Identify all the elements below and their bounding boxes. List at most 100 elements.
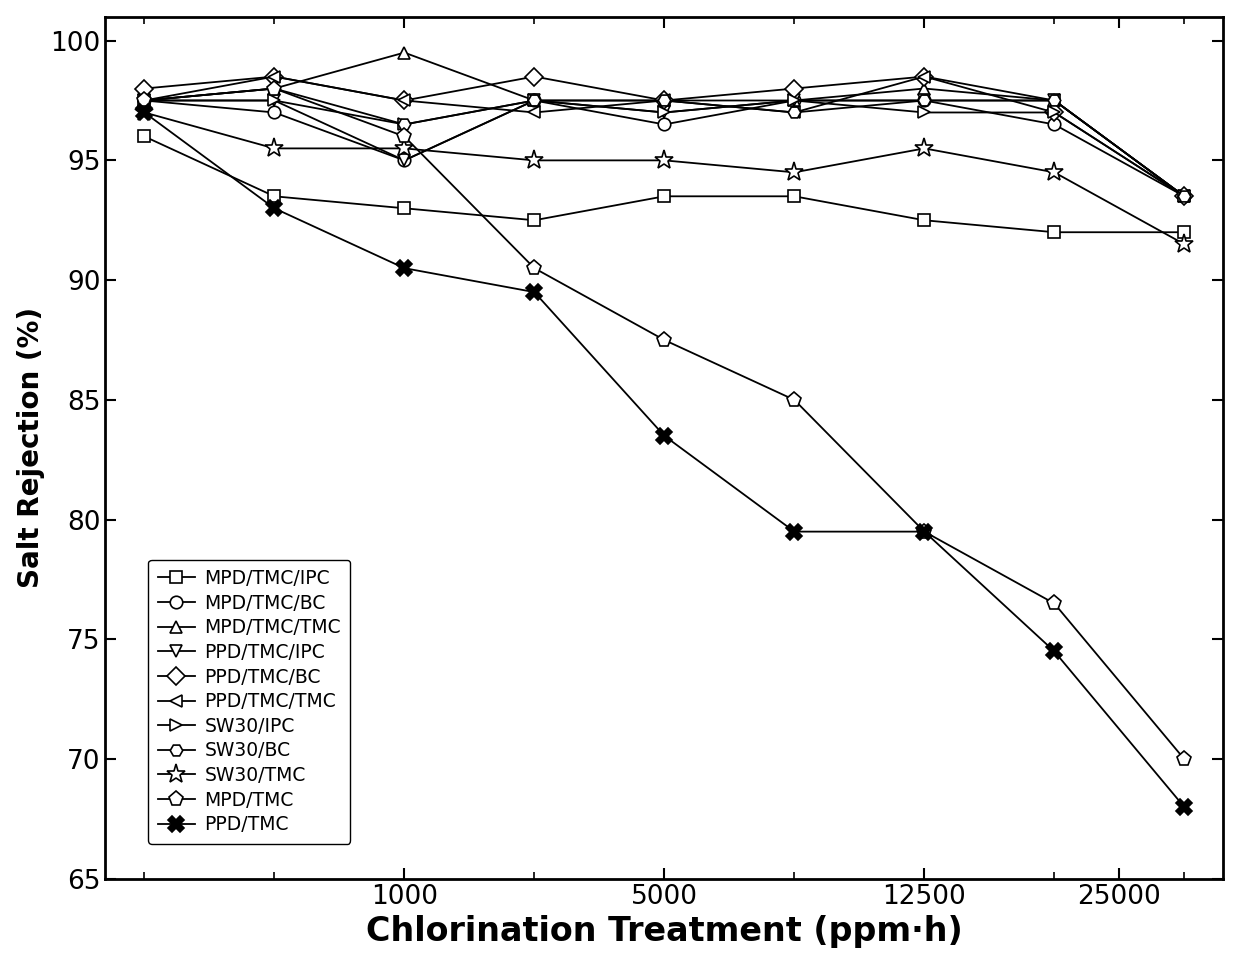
MPD/TMC/BC — [787, 95, 802, 106]
PPD/TMC/TMC — [397, 95, 412, 106]
SW30/BC — [1177, 190, 1192, 202]
PPD/TMC/IPC — [1047, 95, 1061, 106]
PPD/TMC/BC — [657, 95, 672, 106]
MPD/TMC/TMC — [397, 47, 412, 59]
SW30/TMC — [136, 107, 151, 119]
MPD/TMC/IPC — [657, 190, 672, 202]
Line: MPD/TMC/IPC: MPD/TMC/IPC — [138, 130, 1190, 238]
PPD/TMC/TMC — [1177, 190, 1192, 202]
MPD/TMC — [787, 394, 802, 405]
SW30/IPC — [136, 95, 151, 106]
Legend: MPD/TMC/IPC, MPD/TMC/BC, MPD/TMC/TMC, PPD/TMC/IPC, PPD/TMC/BC, PPD/TMC/TMC, SW30: MPD/TMC/IPC, MPD/TMC/BC, MPD/TMC/TMC, PP… — [149, 560, 351, 843]
MPD/TMC/IPC — [916, 214, 931, 226]
SW30/TMC — [397, 143, 412, 154]
SW30/TMC — [527, 154, 542, 166]
MPD/TMC/BC — [657, 119, 672, 130]
Line: PPD/TMC/BC: PPD/TMC/BC — [138, 70, 1190, 203]
MPD/TMC/TMC — [657, 95, 672, 106]
PPD/TMC/TMC — [1047, 95, 1061, 106]
MPD/TMC/IPC — [787, 190, 802, 202]
PPD/TMC/TMC — [657, 95, 672, 106]
MPD/TMC/IPC — [397, 203, 412, 214]
SW30/BC — [1047, 95, 1061, 106]
MPD/TMC/TMC — [1047, 95, 1061, 106]
MPD/TMC/TMC — [787, 95, 802, 106]
SW30/TMC — [657, 154, 672, 166]
PPD/TMC/BC — [1177, 190, 1192, 202]
MPD/TMC/TMC — [267, 83, 281, 95]
SW30/IPC — [916, 107, 931, 119]
PPD/TMC/TMC — [787, 107, 802, 119]
SW30/IPC — [527, 95, 542, 106]
PPD/TMC — [1177, 801, 1192, 813]
PPD/TMC — [527, 287, 542, 298]
PPD/TMC/IPC — [916, 95, 931, 106]
SW30/IPC — [1047, 107, 1061, 119]
SW30/BC — [657, 95, 672, 106]
Line: SW30/TMC: SW30/TMC — [135, 102, 1194, 254]
MPD/TMC — [657, 334, 672, 345]
PPD/TMC — [657, 430, 672, 442]
MPD/TMC/BC — [267, 107, 281, 119]
PPD/TMC/BC — [267, 70, 281, 82]
MPD/TMC/IPC — [1047, 227, 1061, 238]
PPD/TMC/BC — [397, 95, 412, 106]
MPD/TMC — [1047, 597, 1061, 609]
Y-axis label: Salt Rejection (%): Salt Rejection (%) — [16, 307, 45, 589]
PPD/TMC/BC — [527, 70, 542, 82]
Line: PPD/TMC: PPD/TMC — [136, 105, 1192, 814]
MPD/TMC/TMC — [136, 95, 151, 106]
PPD/TMC — [136, 107, 151, 119]
SW30/TMC — [1047, 167, 1061, 179]
MPD/TMC/TMC — [916, 83, 931, 95]
Line: MPD/TMC/TMC: MPD/TMC/TMC — [138, 46, 1190, 203]
PPD/TMC/TMC — [267, 70, 281, 82]
PPD/TMC/TMC — [136, 95, 151, 106]
SW30/BC — [527, 95, 542, 106]
Line: MPD/TMC: MPD/TMC — [136, 81, 1192, 767]
MPD/TMC/IPC — [136, 130, 151, 142]
MPD/TMC/BC — [136, 95, 151, 106]
PPD/TMC/BC — [787, 83, 802, 95]
MPD/TMC — [267, 83, 281, 95]
Line: SW30/IPC: SW30/IPC — [138, 95, 1190, 203]
PPD/TMC/IPC — [787, 95, 802, 106]
PPD/TMC — [267, 203, 281, 214]
MPD/TMC — [527, 262, 542, 274]
MPD/TMC/IPC — [527, 214, 542, 226]
PPD/TMC/IPC — [1177, 190, 1192, 202]
MPD/TMC/IPC — [267, 190, 281, 202]
Line: PPD/TMC/IPC: PPD/TMC/IPC — [138, 95, 1190, 203]
PPD/TMC/BC — [916, 70, 931, 82]
PPD/TMC — [787, 526, 802, 538]
X-axis label: Chlorination Treatment (ppm·h): Chlorination Treatment (ppm·h) — [366, 916, 962, 949]
SW30/BC — [267, 83, 281, 95]
PPD/TMC/IPC — [527, 95, 542, 106]
PPD/TMC — [397, 262, 412, 274]
PPD/TMC/BC — [136, 83, 151, 95]
MPD/TMC/TMC — [1177, 190, 1192, 202]
SW30/TMC — [1177, 238, 1192, 250]
PPD/TMC — [916, 526, 931, 538]
SW30/IPC — [1177, 190, 1192, 202]
SW30/IPC — [657, 107, 672, 119]
MPD/TMC — [397, 130, 412, 142]
PPD/TMC/BC — [1047, 107, 1061, 119]
MPD/TMC — [916, 526, 931, 538]
MPD/TMC/BC — [1047, 119, 1061, 130]
MPD/TMC/BC — [397, 154, 412, 166]
Line: SW30/BC: SW30/BC — [138, 82, 1190, 203]
MPD/TMC/IPC — [1177, 227, 1192, 238]
MPD/TMC/BC — [916, 95, 931, 106]
PPD/TMC/TMC — [527, 107, 542, 119]
SW30/BC — [916, 95, 931, 106]
SW30/TMC — [916, 143, 931, 154]
MPD/TMC/BC — [527, 95, 542, 106]
Line: MPD/TMC/BC: MPD/TMC/BC — [138, 95, 1190, 203]
PPD/TMC/IPC — [136, 95, 151, 106]
MPD/TMC — [136, 95, 151, 106]
PPD/TMC/IPC — [397, 154, 412, 166]
SW30/IPC — [787, 95, 802, 106]
Line: PPD/TMC/TMC: PPD/TMC/TMC — [138, 70, 1190, 203]
SW30/BC — [787, 107, 802, 119]
